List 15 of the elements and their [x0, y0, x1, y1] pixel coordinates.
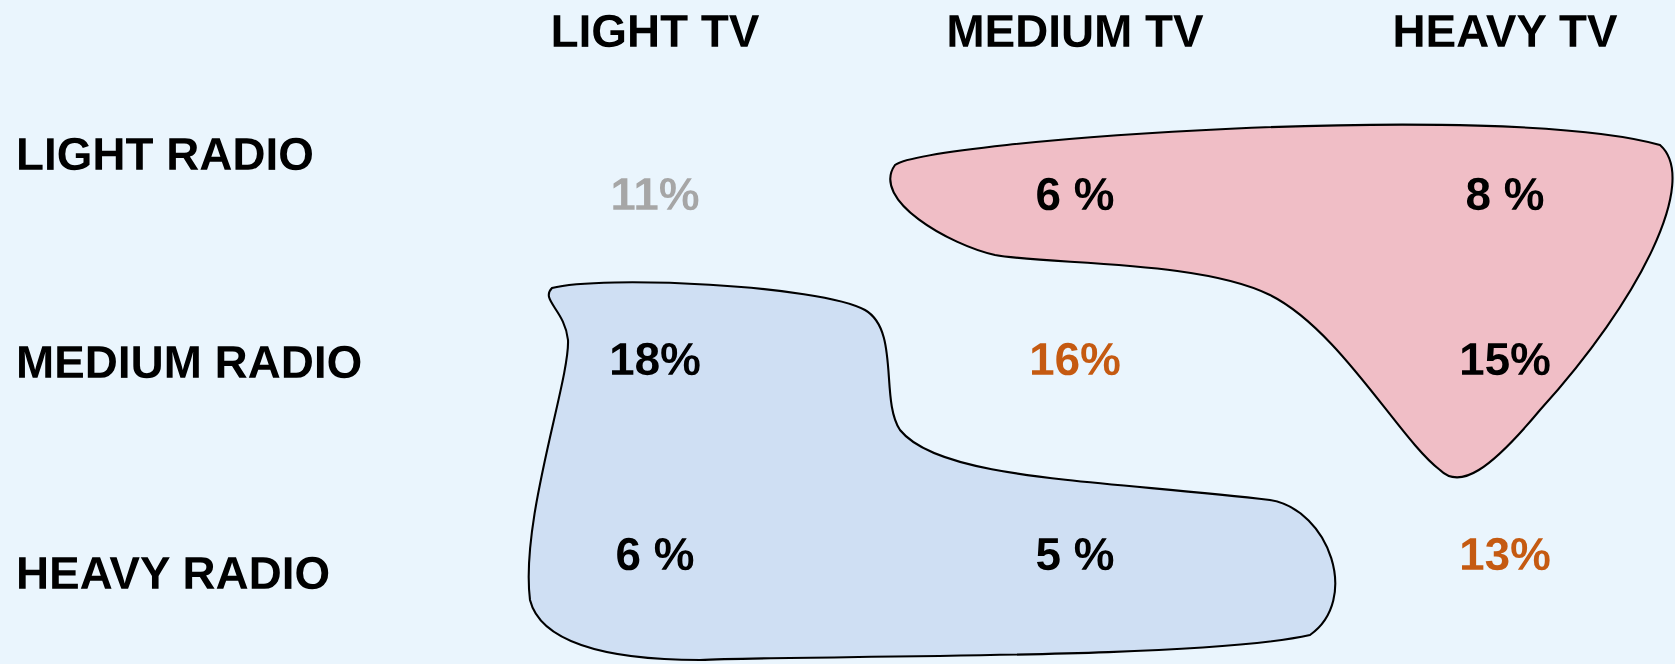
- y-tick-label: HEAVY RADIO: [19, 556, 329, 590]
- x-tick-label: LIGHT TV: [553, 14, 760, 48]
- data-label: 18%: [612, 342, 700, 376]
- data-label: 5 %: [1036, 537, 1114, 571]
- data-label: 15%: [1462, 342, 1550, 376]
- data-label: 6 %: [617, 537, 694, 571]
- data-label: 16%: [1032, 342, 1120, 376]
- x-tick-label: MEDIUM TV: [949, 15, 1204, 48]
- data-label: 13%: [1462, 537, 1550, 571]
- data-label: 11%: [613, 177, 699, 211]
- y-tick-label: MEDIUM RADIO: [19, 345, 361, 379]
- data-label: 8 %: [1466, 177, 1544, 211]
- data-label: 6 %: [1037, 177, 1114, 211]
- y-tick-label: LIGHT RADIO: [19, 137, 312, 171]
- x-tick-label: HEAVY TV: [1395, 15, 1618, 47]
